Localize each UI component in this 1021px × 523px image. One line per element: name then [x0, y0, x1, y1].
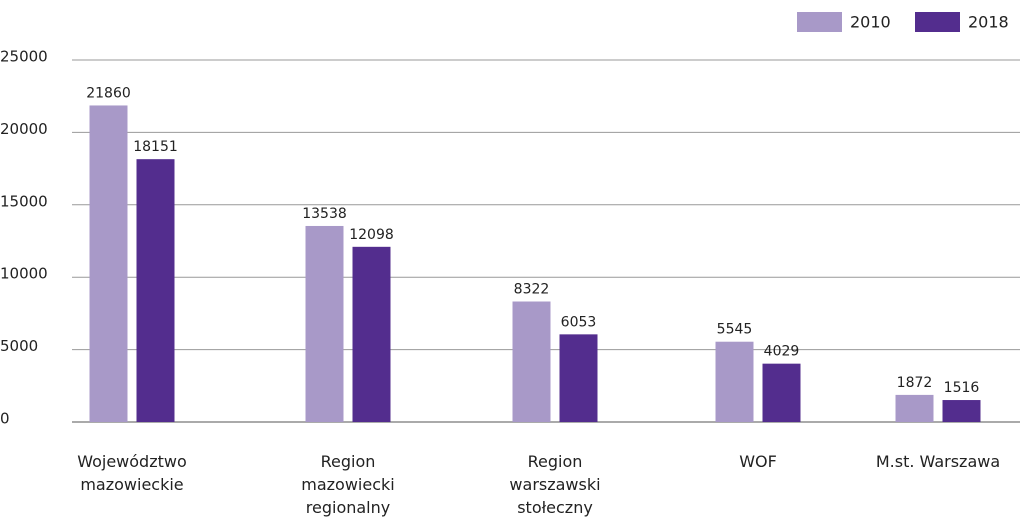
value-label: 13538	[302, 206, 347, 222]
value-label: 8322	[514, 281, 550, 297]
legend-label: 2018	[968, 13, 1009, 32]
bar	[512, 301, 551, 422]
legend-label: 2010	[850, 13, 891, 32]
bar	[715, 341, 754, 422]
value-label: 12098	[349, 227, 394, 243]
value-label: 4029	[764, 344, 800, 360]
y-tick-label: 25000	[0, 48, 48, 66]
bar	[89, 105, 128, 423]
bar	[305, 225, 344, 422]
value-label: 21860	[86, 85, 131, 101]
y-tick-label: 20000	[0, 120, 48, 138]
x-tick-label: Województwo mazowieckie	[77, 452, 187, 494]
value-label: 6053	[561, 314, 597, 330]
x-tick-label: Region warszawski stołeczny	[509, 452, 601, 517]
bar	[895, 394, 934, 422]
legend-swatch	[915, 12, 960, 32]
bar	[352, 246, 391, 422]
x-tick-label: WOF	[739, 452, 777, 471]
value-label: 18151	[133, 139, 178, 155]
value-label: 1516	[944, 380, 980, 396]
bar	[559, 334, 598, 422]
y-tick-label: 15000	[0, 192, 48, 210]
y-tick-label: 0	[0, 410, 10, 428]
bar	[136, 159, 175, 422]
y-tick-label: 5000	[0, 337, 38, 355]
x-tick-label: Region mazowiecki regionalny	[301, 452, 395, 517]
legend-swatch	[797, 12, 842, 32]
x-tick-label: M.st. Warszawa	[875, 452, 1001, 471]
bar	[762, 363, 801, 422]
bar	[942, 400, 981, 422]
y-tick-label: 10000	[0, 265, 48, 283]
value-label: 1872	[897, 375, 933, 391]
value-label: 5545	[717, 322, 753, 338]
